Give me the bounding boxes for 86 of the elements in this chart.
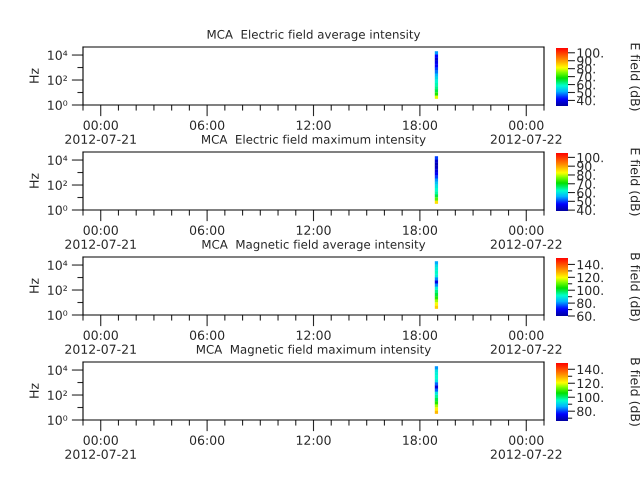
color-bar-label: 100.	[578, 392, 603, 402]
color-bar-label: 80.	[577, 170, 595, 180]
color-bar-label: 100.	[578, 48, 603, 58]
point	[434, 268, 438, 271]
x-tick-label: 06:00	[190, 226, 224, 235]
color-bar-label: 80.	[577, 298, 595, 308]
color-bar-title: E field (dB)	[629, 44, 640, 110]
x-tick-label: 06:00	[190, 120, 224, 130]
x-tick-label: 00:00 2012-07-21	[65, 120, 136, 144]
color-bar-label: 100.	[578, 286, 603, 296]
x-tick-label: 12:00	[296, 120, 331, 130]
y-axis-title: Hz	[30, 174, 39, 188]
y-tick-label: 10⁴	[48, 260, 68, 270]
point	[434, 366, 438, 370]
x-tick-label: 12:00	[296, 436, 331, 445]
y-tick-label: 10⁰	[48, 415, 68, 425]
x-tick-label: 06:00	[190, 330, 224, 340]
color-bar-label: 120.	[578, 378, 603, 388]
chart-title: MCA Magnetic field maximum intensity	[196, 344, 431, 356]
point	[434, 306, 438, 309]
x-tick-label: 12:00	[296, 226, 331, 235]
x-tick-label: 00:00 2012-07-22	[490, 226, 562, 249]
y-tick-label: 10²	[48, 75, 67, 85]
y-axis-title: Hz	[30, 384, 39, 398]
point	[434, 296, 438, 300]
y-tick-label: 10⁴	[48, 156, 68, 165]
color-bar-label: 60.	[577, 311, 595, 321]
color-bar-label: 120.	[578, 272, 603, 282]
y-tick-label: 10⁰	[48, 310, 68, 320]
point	[434, 200, 438, 204]
color-bar-label: 40.	[576, 206, 595, 216]
x-tick-label: 00:00 2012-07-22	[490, 330, 562, 354]
x-tick-label: 06:00	[190, 436, 224, 445]
x-tick-label: 18:00	[403, 226, 438, 235]
point	[434, 76, 438, 80]
x-tick-label: 00:00 2012-07-21	[65, 226, 136, 249]
x-tick-label: 18:00	[403, 436, 438, 445]
chart-title: MCA Magnetic field average intensity	[202, 240, 426, 252]
point	[434, 401, 438, 404]
x-tick-label: 12:00	[296, 330, 331, 340]
y-axis-title: Hz	[30, 278, 39, 293]
x-tick-label: 00:00 2012-07-21	[65, 330, 136, 354]
color-bar-label: 80.	[577, 406, 595, 416]
point	[434, 162, 438, 166]
point	[434, 379, 438, 382]
point	[434, 169, 438, 172]
point	[434, 64, 438, 68]
y-tick-label: 10⁰	[48, 100, 68, 110]
y-tick-label: 10⁴	[48, 366, 68, 375]
y-tick-label: 10²	[48, 285, 67, 295]
color-bar-title: E field (dB)	[629, 148, 640, 216]
point	[434, 191, 438, 194]
color-bar-label: 140.	[578, 364, 603, 374]
color-bar-label: 140.	[578, 260, 603, 270]
y-axis-title: Hz	[30, 68, 39, 83]
point	[434, 51, 438, 54]
point	[434, 156, 438, 160]
point	[434, 286, 438, 290]
color-bar-label: 70.	[577, 179, 595, 189]
x-tick-label: 18:00	[403, 330, 438, 340]
point	[434, 58, 438, 61]
chart-title: MCA Electric field average intensity	[208, 30, 420, 42]
color-bar-label: 60.	[577, 188, 595, 198]
y-tick-label: 10²	[48, 390, 67, 400]
point	[434, 392, 438, 395]
y-tick-label: 10²	[48, 180, 67, 190]
point	[434, 410, 438, 414]
color-bar-label: 50.	[577, 196, 595, 206]
point	[434, 274, 438, 278]
color-bar-title: B field (dB)	[629, 358, 640, 426]
y-tick-label: 10⁴	[48, 50, 68, 60]
x-tick-label: 18:00	[403, 120, 438, 130]
point	[434, 182, 438, 185]
color-bar-title: B field (dB)	[629, 253, 640, 321]
x-tick-label: 00:00 2012-07-22	[490, 120, 562, 144]
color-bar-label: 90.	[577, 162, 595, 172]
chart-title: MCA Electric field maximum intensity	[202, 134, 426, 146]
x-tick-label: 00:00 2012-07-21	[65, 436, 136, 459]
color-bar-label: 40.	[576, 96, 595, 106]
point	[434, 86, 438, 90]
point	[434, 261, 438, 264]
point	[434, 372, 438, 376]
color-bar-label: 100.	[578, 152, 603, 162]
y-tick-label: 10⁰	[48, 205, 68, 215]
point	[434, 96, 438, 99]
x-tick-label: 00:00 2012-07-22	[490, 436, 562, 459]
